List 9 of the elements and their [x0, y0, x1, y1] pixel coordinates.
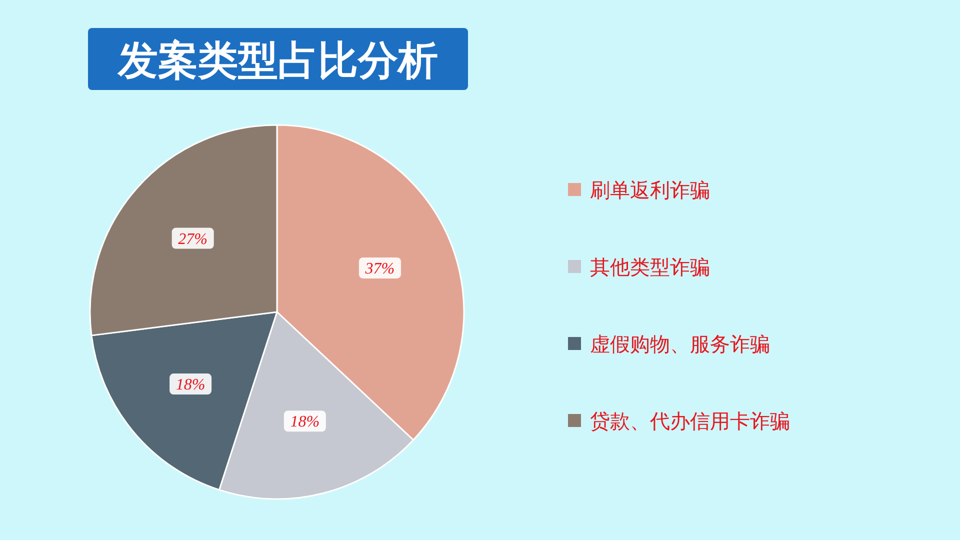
legend-label: 刷单返利诈骗	[590, 178, 710, 202]
legend-label: 贷款、代办信用卡诈骗	[590, 409, 790, 433]
data-label: 18%	[290, 414, 320, 431]
data-label: 27%	[178, 230, 208, 248]
chart-title: 发案类型占比分析	[117, 38, 438, 84]
data-label: 18%	[176, 376, 206, 394]
legend-label: 其他类型诈骗	[590, 255, 710, 279]
legend-label: 虚假购物、服务诈骗	[590, 332, 770, 356]
data-label: 37%	[364, 260, 395, 278]
